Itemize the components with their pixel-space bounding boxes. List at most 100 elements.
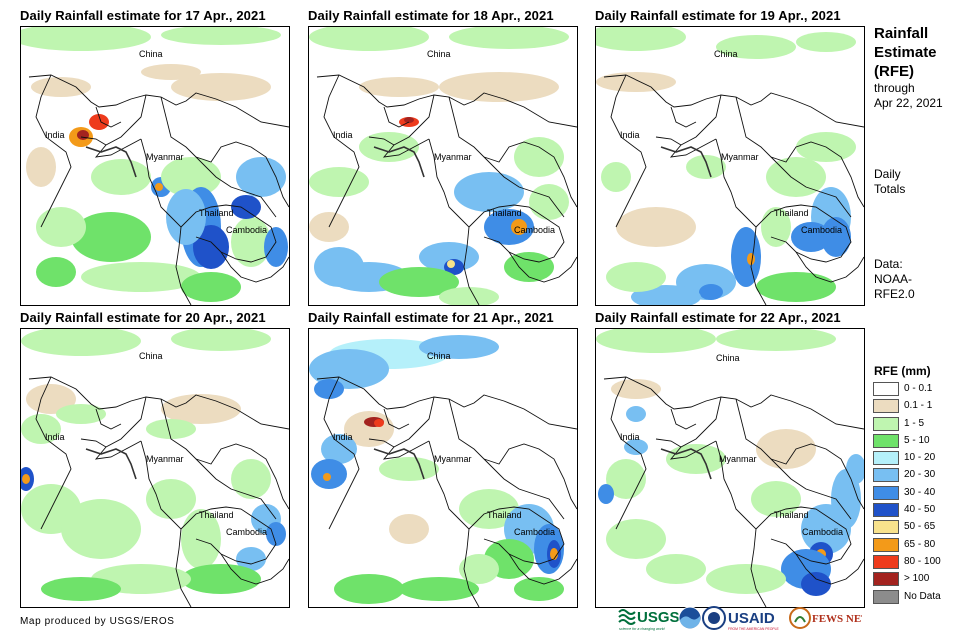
country-border	[80, 438, 107, 448]
country-border	[316, 376, 577, 430]
rain-area	[31, 77, 91, 97]
country-border	[383, 408, 410, 430]
rain-area	[611, 379, 661, 399]
rain-area	[399, 577, 479, 601]
legend-swatch	[873, 382, 899, 396]
country-border	[508, 251, 577, 283]
coastline	[85, 146, 137, 178]
rain-area	[91, 159, 151, 195]
country-label-myanmar: Myanmar	[146, 454, 184, 464]
rain-area	[389, 514, 429, 544]
country-border	[715, 440, 767, 607]
rain-area	[374, 419, 384, 427]
noaa-logo	[678, 606, 702, 630]
rain-area	[846, 454, 864, 484]
country-label-china: China	[139, 351, 163, 361]
rain-area	[666, 444, 726, 474]
rain-area	[166, 189, 206, 245]
rain-area	[231, 217, 271, 267]
fewsnet-logo-text: FEWS NET	[812, 613, 862, 625]
rain-area	[89, 114, 109, 130]
country-border	[770, 141, 864, 208]
country-label-thailand: Thailand	[774, 510, 809, 520]
country-border	[323, 74, 360, 228]
country-label-cambodia: Cambodia	[801, 225, 843, 235]
rain-area	[321, 434, 357, 464]
legend-title: RFE (mm)	[874, 364, 931, 378]
coastline	[660, 146, 712, 178]
country-border	[655, 136, 682, 146]
country-border	[368, 438, 395, 448]
country-border	[368, 136, 395, 146]
country-border	[603, 74, 864, 128]
partner-logos: USGS science for a changing world USAID …	[618, 606, 862, 631]
country-border	[428, 138, 480, 305]
country-border	[610, 74, 647, 228]
sidebar-title: Rainfall Estimate (RFE) through Apr 22, …	[874, 24, 943, 111]
country-border	[755, 506, 852, 565]
rain-area	[359, 77, 439, 97]
country-label-myanmar: Myanmar	[721, 152, 759, 162]
rainfall-map: China India Myanmar Thailand Cambodia	[20, 328, 290, 608]
rain-area	[379, 457, 439, 481]
country-border	[28, 376, 289, 430]
rain-area	[155, 183, 163, 191]
map-canvas	[21, 27, 289, 305]
rain-area	[449, 27, 569, 49]
rain-area	[41, 577, 121, 601]
country-border	[323, 376, 360, 530]
map-canvas	[596, 329, 864, 607]
rain-area	[161, 27, 281, 45]
through-label: through	[874, 81, 915, 95]
rain-area	[821, 217, 851, 257]
rain-area	[231, 195, 261, 219]
rain-area	[22, 474, 30, 484]
country-border	[468, 506, 565, 565]
legend-label: 50 - 65	[904, 521, 936, 533]
country-border	[770, 443, 864, 510]
country-label-cambodia: Cambodia	[514, 225, 556, 235]
rain-area	[61, 499, 141, 559]
panel-title: Daily Rainfall estimate for 20 Apr., 202…	[20, 310, 266, 325]
data-source: Data: NOAA- RFE2.0	[874, 257, 915, 302]
legend-label: 0 - 0.1	[904, 383, 933, 394]
usaid-logo: USAID FROM THE AMERICAN PEOPLE	[728, 610, 780, 631]
country-border	[735, 398, 852, 520]
country-border	[195, 443, 289, 510]
legend-label: 80 - 100	[904, 555, 941, 567]
through-date: Apr 22, 2021	[874, 96, 943, 110]
rain-area	[36, 257, 76, 287]
rainfall-map: China India Myanmar Thailand Cambodia	[20, 26, 290, 306]
usaid-tagline: FROM THE AMERICAN PEOPLE	[728, 627, 780, 631]
rain-area	[26, 147, 56, 187]
legend-label: 20 - 30	[904, 469, 936, 481]
rainfall-map: China India Myanmar Thailand Cambodia	[308, 328, 578, 608]
country-label-india: India	[45, 130, 65, 140]
totals-line: Totals	[874, 182, 906, 196]
rainfall-map: China India Myanmar Thailand Cambodia	[595, 26, 865, 306]
country-border	[448, 96, 565, 218]
rain-area	[56, 404, 106, 424]
country-border	[180, 204, 277, 263]
rain-area	[596, 329, 716, 353]
legend-label: 40 - 50	[904, 504, 936, 516]
country-border	[140, 440, 192, 607]
country-border	[80, 136, 107, 146]
rain-area	[26, 384, 76, 414]
rain-area	[831, 469, 861, 529]
rain-area	[646, 554, 706, 584]
country-border	[383, 106, 410, 128]
usgs-logo: USGS science for a changing world	[618, 609, 680, 631]
coastline	[373, 146, 425, 178]
country-border	[428, 440, 480, 607]
country-border	[220, 251, 289, 283]
country-label-myanmar: Myanmar	[434, 454, 472, 464]
rain-area	[756, 272, 836, 302]
country-label-china: China	[139, 49, 163, 59]
rain-area	[699, 284, 723, 300]
country-border	[220, 553, 289, 585]
rain-area	[264, 227, 288, 267]
map-canvas	[21, 329, 289, 607]
rain-area	[146, 419, 196, 439]
usgs-logo-text: USGS	[637, 609, 680, 626]
